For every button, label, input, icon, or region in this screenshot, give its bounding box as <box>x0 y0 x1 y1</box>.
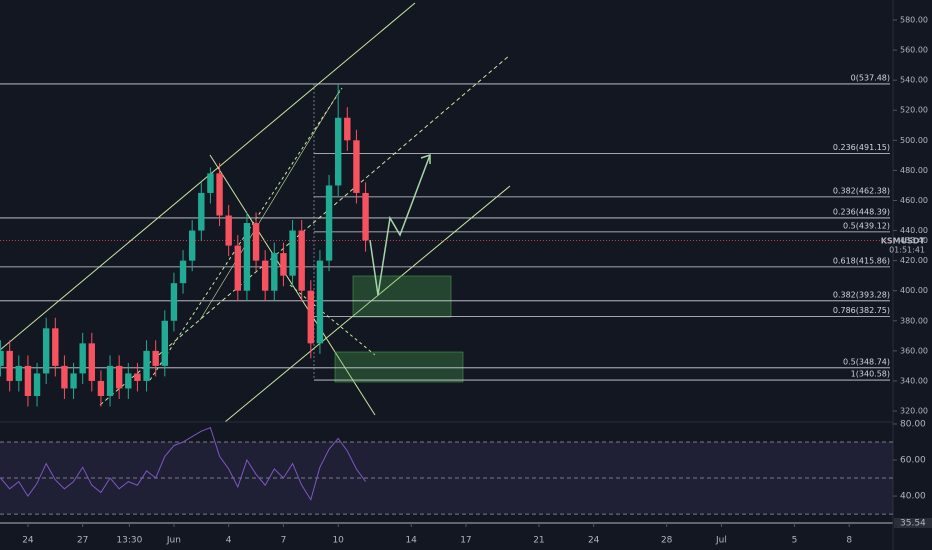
candle-body <box>24 365 32 396</box>
candle-body <box>261 260 269 291</box>
countdown: 01:51:41 <box>889 246 925 255</box>
fib-label: 0(537.48) <box>851 73 890 82</box>
candle-body <box>134 373 141 381</box>
candle-body <box>179 260 187 284</box>
y-tick-label: 380.00 <box>900 316 928 325</box>
candle-body <box>15 365 22 381</box>
x-tick-label: 5 <box>792 536 798 546</box>
candle-body <box>252 223 260 261</box>
candle-body <box>152 350 159 366</box>
candle-body <box>70 373 77 389</box>
y-tick-label: 580.00 <box>900 16 928 25</box>
fib-label: 0.786(382.75) <box>833 306 890 315</box>
candle-body <box>52 328 59 366</box>
candle-body <box>143 350 150 381</box>
x-tick-label: 8 <box>846 536 852 546</box>
candle-body <box>6 350 13 381</box>
y-tick-label: 320.00 <box>900 407 928 416</box>
fib-label: 0.236(491.15) <box>833 143 890 152</box>
x-tick-label: 13:30 <box>116 536 142 546</box>
fib-label: 0.5(348.74) <box>843 357 890 366</box>
candle-body <box>115 365 123 389</box>
rsi-tick-label: 60.00 <box>900 456 926 466</box>
x-tick-label: 14 <box>405 536 417 546</box>
candle-body <box>243 223 251 291</box>
rsi-tick-label: 40.00 <box>900 492 926 502</box>
x-tick-label: 24 <box>588 536 600 546</box>
fib-label: 0.618(415.86) <box>833 256 890 265</box>
fib-label: 0.5(439.12) <box>843 221 890 230</box>
candle-body <box>271 253 278 291</box>
candle-body <box>216 173 223 216</box>
candle-body <box>234 245 241 291</box>
y-tick-label: 480.00 <box>900 166 928 175</box>
y-tick-label: 340.00 <box>900 376 928 385</box>
x-tick-label: 21 <box>533 536 544 546</box>
y-tick-label: 520.00 <box>900 106 928 115</box>
candle-body <box>88 343 95 381</box>
candle-body <box>125 373 132 389</box>
candle-body <box>298 230 305 291</box>
x-tick-label: 7 <box>281 536 287 546</box>
candle-body <box>353 140 360 193</box>
y-tick-label: 360.00 <box>900 346 928 355</box>
candle-body <box>106 365 114 396</box>
candle-body <box>207 173 214 193</box>
candle-body <box>362 192 369 241</box>
y-tick-label: 560.00 <box>900 46 928 55</box>
price-tag-label: 433.40 <box>900 236 928 245</box>
drawings <box>0 2 511 423</box>
candle-body <box>188 230 196 261</box>
rsi-value-label: 35.54 <box>900 519 926 529</box>
fib-label: 1(340.58) <box>851 370 890 379</box>
y-tick-label: 540.00 <box>900 76 928 85</box>
fib-label: 0.382(393.28) <box>833 290 890 299</box>
candle-body <box>97 380 105 396</box>
candle-body <box>307 290 315 344</box>
candle-body <box>280 253 287 276</box>
y-tick-label: 420.00 <box>900 256 928 265</box>
fib-label: 0.236(448.39) <box>833 207 890 216</box>
candle-body <box>161 320 168 366</box>
candle-body <box>325 185 333 261</box>
rsi-value-tag <box>894 518 932 528</box>
candle-body <box>334 117 342 186</box>
y-tick-label: 460.00 <box>900 196 928 205</box>
candle-body <box>170 283 178 321</box>
x-tick-label: 27 <box>77 536 88 546</box>
candle-body <box>79 343 86 374</box>
x-tick-label: 28 <box>661 536 673 546</box>
candle-body <box>42 328 50 374</box>
candle-body <box>225 215 232 246</box>
x-tick-label: 24 <box>22 536 34 546</box>
x-tick-label: 4 <box>226 536 232 546</box>
candle-body <box>198 192 205 231</box>
candle-body <box>344 117 351 141</box>
x-tick-label: 10 <box>332 536 344 546</box>
candle-body <box>0 350 4 366</box>
candle-body <box>316 260 324 344</box>
x-tick-label: 17 <box>460 536 471 546</box>
x-tick-label: Jun <box>166 536 181 546</box>
candle-body <box>33 373 41 396</box>
rsi-line <box>0 426 367 501</box>
candle-body <box>289 230 296 276</box>
candle-body <box>61 365 68 389</box>
fib-label: 0.382(462.38) <box>833 186 890 195</box>
symbol: KSMUSDT <box>881 237 926 246</box>
y-tick-label: 400.00 <box>900 286 928 295</box>
y-tick-label: 440.00 <box>900 226 928 235</box>
y-tick-label: 500.00 <box>900 136 928 145</box>
rsi-tick-label: 80.00 <box>900 419 926 429</box>
x-tick-label: Jul <box>715 536 727 546</box>
